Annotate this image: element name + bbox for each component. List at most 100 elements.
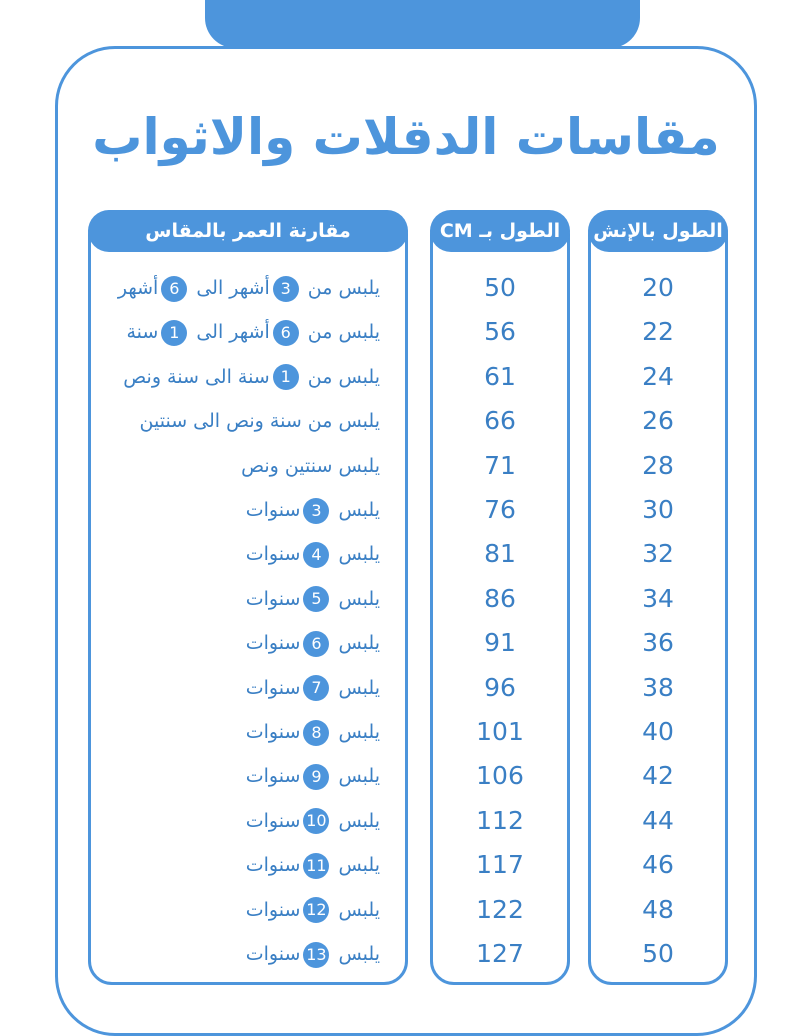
age-number: 5 [303,586,330,613]
age-cell: يلبس 9سنوات [95,756,380,796]
cm-cell: 66 [484,406,516,436]
inch-cell: 42 [642,761,674,791]
inch-cell: 22 [642,317,674,347]
cm-cell: 86 [484,583,516,613]
inch-cell: 26 [642,406,674,436]
cm-cell: 91 [484,628,516,658]
age-text: سنوات [245,676,301,699]
inch-cell: 36 [642,628,674,658]
inch-cell: 48 [642,894,674,924]
age-text: سنوات [245,543,301,566]
inch-cell: 40 [642,717,674,746]
age-number: 6 [161,275,188,302]
inch-cell: 34 [642,583,674,613]
inch-cell: 24 [642,361,674,391]
inch-cell: 32 [642,539,674,569]
age-number: 1 [161,319,188,346]
age-text: يلبس [338,676,380,699]
inch-cell: 44 [642,805,674,835]
inch-cell: 20 [642,273,674,302]
age-number: 1 [272,364,299,391]
cm-cell: 101 [476,717,524,746]
age-cell: يلبس سنتين ونص [95,446,380,486]
cm-cell: 127 [476,939,524,968]
age-number: 6 [272,319,299,346]
age-number: 3 [272,275,299,302]
age-cell: يلبس 6سنوات [95,623,380,663]
age-text: يلبس [338,587,380,610]
age-number: 11 [303,852,330,879]
age-cell: يلبس 10سنوات [95,801,380,841]
age-number: 6 [303,630,330,657]
age-cell: يلبس من سنة ونص الى سنتين [95,401,380,441]
age-text: يلبس [338,632,380,655]
age-text: سنوات [245,898,301,921]
age-cell: يلبس من 6أشهر الى 1سنة [95,312,380,352]
inch-cell: 38 [642,672,674,702]
inch-cell: 46 [642,850,674,880]
cm-cell: 96 [484,672,516,702]
age-text: يلبس [338,809,380,832]
inch-cell: 30 [642,495,674,524]
age-cell: يلبس 5سنوات [95,579,380,619]
age-text: يلبس [338,943,380,965]
cm-cell: 76 [484,495,516,524]
age-text: أشهر الى [196,321,270,344]
cm-cell: 117 [476,850,524,880]
age-number: 3 [303,497,330,524]
age-text: سنوات [245,854,301,877]
age-text: يلبس [338,499,380,521]
age-number: 8 [303,719,330,746]
inch-cell: 28 [642,450,674,480]
age-cell: يلبس 4سنوات [95,534,380,574]
age-text: سنة الى سنة ونص [123,365,270,388]
age-text: يلبس [338,854,380,877]
top-tab [205,0,640,48]
cm-cell: 81 [484,539,516,569]
cm-cell: 106 [476,761,524,791]
title: مقاسات الدقلات والاثواب [92,108,720,166]
age-cell: يلبس من 1سنة الى سنة ونص [95,357,380,397]
age-number: 12 [303,897,330,924]
age-text: سنوات [245,809,301,832]
age-cell: يلبس 12سنوات [95,890,380,930]
age-text: سنوات [245,587,301,610]
age-cell: يلبس 7سنوات [95,668,380,708]
age-text: يلبس من [307,277,380,299]
cm-cell: 112 [476,805,524,835]
age-cell: يلبس 13سنوات [95,934,380,974]
header: الطول بالإنش [588,210,728,252]
cm-cell: 61 [484,361,516,391]
age-text: يلبس [338,765,380,788]
header: مقارنة العمر بالمقاس [88,210,408,252]
age-number: 4 [303,541,330,568]
inch-cell: 50 [642,939,674,968]
age-cell: يلبس 3سنوات [95,490,380,530]
age-text: سنوات [245,499,301,521]
age-text: سنوات [245,721,301,743]
age-text: يلبس من [307,365,380,388]
cm-cell: 56 [484,317,516,347]
cm-cell: 71 [484,450,516,480]
page: {"title": "مقاسات الدقلات والاثواب", "ta… [55,0,757,1036]
age-text: يلبس [338,543,380,566]
age-text: سنوات [245,765,301,788]
age-cell: يلبس من 3أشهر الى 6أشهر [95,268,380,308]
age-text: سنة [126,321,159,344]
age-text: سنوات [245,943,301,965]
header: الطول بـ CM [430,210,570,252]
age-number: 13 [303,941,330,968]
age-cell: يلبس 8سنوات [95,712,380,752]
cm-cell: 122 [476,894,524,924]
age-text: يلبس [338,721,380,743]
age-text: سنوات [245,632,301,655]
age-number: 7 [303,675,330,702]
age-number: 10 [303,808,330,835]
age-number: 9 [303,763,330,790]
age-text: يلبس سنتين ونص [241,454,380,477]
age-text: يلبس من [307,321,380,344]
age-text: أشهر [117,277,159,299]
age-text: أشهر الى [196,277,270,299]
cm-cell: 50 [484,273,516,302]
age-text: يلبس من سنة ونص الى سنتين [139,410,380,433]
